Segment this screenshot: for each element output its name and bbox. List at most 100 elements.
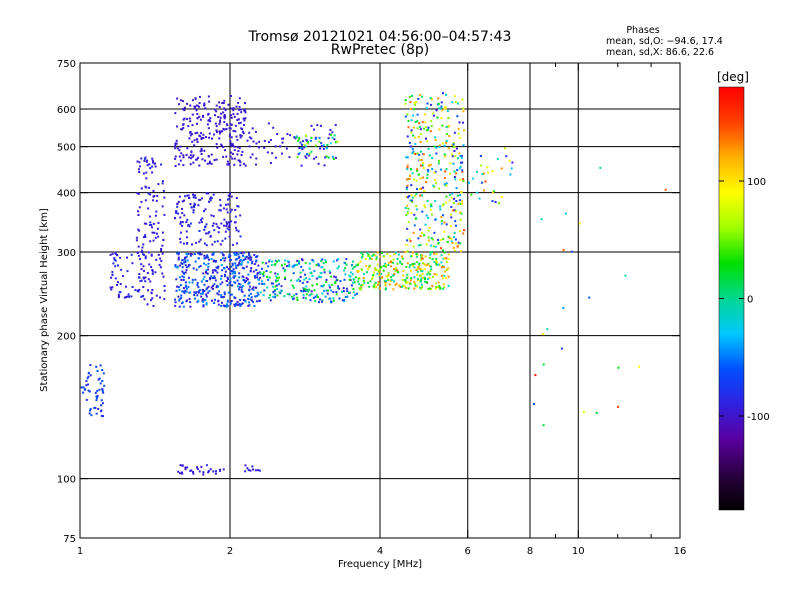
echo-point	[276, 294, 279, 297]
echo-point	[181, 302, 184, 305]
echo-point	[408, 96, 411, 98]
echo-point	[217, 285, 220, 288]
echo-point	[304, 262, 307, 264]
echo-point	[141, 246, 144, 249]
echo-point	[212, 260, 215, 263]
echo-point	[239, 235, 242, 238]
echo-point	[578, 222, 581, 225]
echo-point	[298, 147, 301, 149]
echo-point	[457, 128, 460, 130]
echo-point	[225, 280, 228, 282]
echo-point	[406, 239, 409, 242]
echo-point	[308, 262, 311, 265]
echo-point	[236, 301, 239, 303]
echo-point	[413, 101, 416, 104]
echo-point	[437, 97, 440, 100]
echo-point	[329, 142, 332, 145]
echo-point	[217, 265, 220, 268]
echo-point	[182, 276, 185, 279]
echo-point	[366, 252, 369, 254]
echo-point	[476, 191, 479, 194]
echo-point	[429, 251, 432, 254]
echo-point	[347, 291, 350, 294]
echo-point	[135, 236, 138, 239]
echo-point	[424, 121, 427, 124]
echo-point	[244, 470, 247, 473]
echo-point	[314, 137, 317, 140]
echo-point	[387, 274, 390, 277]
echo-point	[213, 229, 216, 232]
echo-point	[271, 260, 273, 263]
echo-point	[254, 295, 257, 298]
echo-point	[269, 299, 272, 302]
echo-point	[459, 211, 461, 214]
echo-point	[330, 275, 333, 278]
echo-point	[408, 237, 411, 240]
echo-point	[299, 271, 302, 274]
echo-point	[178, 103, 180, 106]
echo-point	[208, 231, 211, 233]
echo-point	[203, 228, 206, 231]
echo-point	[202, 291, 204, 294]
echo-point	[392, 288, 395, 291]
echo-point	[220, 222, 223, 225]
echo-point	[244, 102, 246, 105]
echo-point	[229, 192, 231, 195]
echo-point	[151, 231, 154, 234]
echo-point	[209, 198, 212, 200]
echo-point	[423, 204, 426, 207]
echo-point	[193, 206, 196, 209]
echo-point	[427, 170, 430, 173]
echo-point	[244, 256, 247, 259]
echo-point	[562, 306, 565, 309]
echo-point	[299, 275, 302, 278]
echo-point	[230, 114, 232, 117]
echo-point	[249, 258, 252, 261]
echo-point	[220, 294, 223, 296]
echo-point	[248, 301, 251, 304]
echo-point	[179, 145, 182, 148]
echo-point	[184, 281, 187, 284]
echo-point	[177, 295, 180, 298]
echo-point	[238, 272, 241, 275]
echo-point	[239, 134, 242, 137]
echo-point	[190, 151, 193, 154]
echo-point	[447, 253, 450, 256]
echo-point	[274, 156, 277, 159]
chart-subtitle: RwPretec (8p)	[331, 42, 429, 58]
echo-point	[230, 107, 233, 110]
echo-point	[191, 113, 194, 116]
echo-point	[363, 280, 366, 282]
echo-point	[459, 194, 462, 197]
echo-point	[182, 108, 184, 111]
echo-point	[114, 259, 117, 262]
echo-point	[227, 268, 230, 270]
echo-point	[227, 194, 230, 197]
echo-point	[193, 139, 196, 142]
echo-point	[152, 161, 154, 164]
echo-point	[314, 300, 317, 303]
echo-point	[268, 296, 271, 299]
echo-point	[218, 227, 221, 229]
echo-point	[335, 293, 338, 296]
echo-point	[374, 254, 377, 257]
echo-point	[394, 283, 397, 286]
echo-point	[242, 254, 244, 257]
echo-point	[256, 276, 259, 279]
echo-point	[440, 247, 442, 250]
echo-point	[310, 290, 313, 293]
echo-point	[451, 143, 454, 146]
echo-point	[89, 374, 92, 377]
echo-point	[221, 301, 223, 304]
echo-point	[390, 265, 392, 268]
echo-point	[236, 279, 239, 282]
echo-point	[238, 97, 241, 100]
echo-point	[306, 289, 309, 292]
echo-point	[421, 164, 424, 167]
echo-point	[301, 281, 304, 284]
echo-point	[217, 303, 220, 306]
echo-point	[156, 194, 159, 197]
echo-point	[186, 102, 189, 105]
echo-point	[183, 256, 186, 259]
echo-point	[443, 153, 446, 156]
